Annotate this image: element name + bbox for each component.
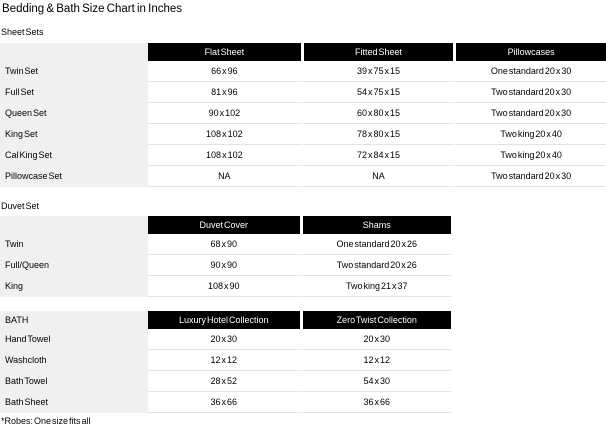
data-cell: One standard 20 x 26 bbox=[299, 234, 451, 255]
table-row-king: King 108 x 90 Two king 21 x 37 bbox=[0, 276, 451, 297]
data-cell: NA bbox=[148, 166, 301, 187]
data-cell: Two standard 20 x 26 bbox=[299, 255, 451, 276]
row-label: Full/Queen bbox=[0, 255, 148, 276]
data-cell: 36 x 66 bbox=[299, 392, 451, 413]
row-label: Full Set bbox=[0, 82, 148, 103]
table-row-pillowcase-set: Pillowcase Set NA NA Two standard 20 x 3… bbox=[0, 166, 606, 187]
data-cell: Two standard 20 x 30 bbox=[453, 103, 606, 124]
data-cell: NA bbox=[300, 166, 454, 187]
data-cell: One standard 20 x 30 bbox=[453, 61, 606, 82]
data-cell: 36 x 66 bbox=[148, 392, 300, 413]
row-label: Bath Towel bbox=[0, 371, 148, 392]
data-cell: Two king 20 x 40 bbox=[453, 145, 606, 166]
table-row-washcloth: Washcloth 12 x 12 12 x 12 bbox=[0, 350, 451, 371]
data-cell: Two king 20 x 40 bbox=[453, 124, 606, 145]
robes-footnote: *Robes: One size fits all bbox=[1, 416, 91, 426]
data-cell: Two standard 20 x 30 bbox=[453, 82, 606, 103]
row-label: Bath Sheet bbox=[0, 392, 148, 413]
data-cell: 108 x 102 bbox=[148, 124, 301, 145]
data-cell: 12 x 12 bbox=[148, 350, 300, 371]
page-title: Bedding & Bath Size Chart in Inches bbox=[2, 3, 183, 15]
table-row-full-queen: Full/Queen 90 x 90 Two standard 20 x 26 bbox=[0, 255, 451, 276]
table-row-queen-set: Queen Set 90 x 102 60 x 80 x 15 Two stan… bbox=[0, 103, 606, 124]
data-cell: 78 x 80 x 15 bbox=[300, 124, 454, 145]
duvet-set-corner-cell bbox=[0, 216, 148, 234]
data-cell: 66 x 96 bbox=[148, 61, 301, 82]
data-cell: 20 x 30 bbox=[299, 329, 451, 350]
column-header-shams: Shams bbox=[299, 216, 451, 234]
table-row-bath-towel: Bath Towel 28 x 52 54 x 30 bbox=[0, 371, 451, 392]
data-cell: 39 x 75 x 15 bbox=[300, 61, 454, 82]
section-label-duvet-set: Duvet Set bbox=[1, 201, 40, 211]
data-cell: 68 x 90 bbox=[148, 234, 300, 255]
row-label: Twin bbox=[0, 234, 148, 255]
row-label: King Set bbox=[0, 124, 148, 145]
column-header-luxury-hotel-collection: Luxury Hotel Collection bbox=[148, 311, 300, 329]
row-label: Queen Set bbox=[0, 103, 148, 124]
table-row-twin-set: Twin Set 66 x 96 39 x 75 x 15 One standa… bbox=[0, 61, 606, 82]
row-label: King bbox=[0, 276, 148, 297]
section-label-sheet-sets: Sheet Sets bbox=[1, 27, 44, 37]
row-label: Twin Set bbox=[0, 61, 148, 82]
column-header-zero-twist-collection: Zero Twist Collection bbox=[299, 311, 451, 329]
row-label: Pillowcase Set bbox=[0, 166, 148, 187]
table-row-cal-king-set: Cal King Set 108 x 102 72 x 84 x 15 Two … bbox=[0, 145, 606, 166]
data-cell: Two king 21 x 37 bbox=[299, 276, 451, 297]
data-cell: 60 x 80 x 15 bbox=[300, 103, 454, 124]
duvet-set-header-row: Duvet Cover Shams bbox=[0, 216, 451, 234]
sheet-sets-header-row: Flat Sheet Fitted Sheet Pillowcases bbox=[0, 43, 606, 61]
column-header-duvet-cover: Duvet Cover bbox=[148, 216, 300, 234]
bath-header-row: BATH Luxury Hotel Collection Zero Twist … bbox=[0, 311, 451, 329]
table-row-hand-towel: Hand Towel 20 x 30 20 x 30 bbox=[0, 329, 451, 350]
bath-table: BATH Luxury Hotel Collection Zero Twist … bbox=[0, 311, 451, 413]
column-header-pillowcases: Pillowcases bbox=[453, 43, 606, 61]
column-header-flat-sheet: Flat Sheet bbox=[148, 43, 301, 61]
data-cell: 54 x 75 x 15 bbox=[300, 82, 454, 103]
data-cell: 108 x 102 bbox=[148, 145, 301, 166]
row-label: Cal King Set bbox=[0, 145, 148, 166]
row-label: Washcloth bbox=[0, 350, 148, 371]
data-cell: 54 x 30 bbox=[299, 371, 451, 392]
data-cell: 81 x 96 bbox=[148, 82, 301, 103]
data-cell: 72 x 84 x 15 bbox=[300, 145, 454, 166]
bath-section-label-cell: BATH bbox=[0, 311, 148, 329]
data-cell: Two standard 20 x 30 bbox=[453, 166, 606, 187]
column-header-fitted-sheet: Fitted Sheet bbox=[300, 43, 454, 61]
table-row-king-set: King Set 108 x 102 78 x 80 x 15 Two king… bbox=[0, 124, 606, 145]
data-cell: 108 x 90 bbox=[148, 276, 300, 297]
row-label: Hand Towel bbox=[0, 329, 148, 350]
data-cell: 20 x 30 bbox=[148, 329, 300, 350]
data-cell: 12 x 12 bbox=[299, 350, 451, 371]
table-row-full-set: Full Set 81 x 96 54 x 75 x 15 Two standa… bbox=[0, 82, 606, 103]
sheet-sets-table: Flat Sheet Fitted Sheet Pillowcases Twin… bbox=[0, 43, 606, 187]
table-row-twin: Twin 68 x 90 One standard 20 x 26 bbox=[0, 234, 451, 255]
data-cell: 90 x 90 bbox=[148, 255, 300, 276]
table-row-bath-sheet: Bath Sheet 36 x 66 36 x 66 bbox=[0, 392, 451, 413]
sheet-sets-corner-cell bbox=[0, 43, 148, 61]
data-cell: 28 x 52 bbox=[148, 371, 300, 392]
duvet-set-table: Duvet Cover Shams Twin 68 x 90 One stand… bbox=[0, 216, 451, 297]
data-cell: 90 x 102 bbox=[148, 103, 301, 124]
